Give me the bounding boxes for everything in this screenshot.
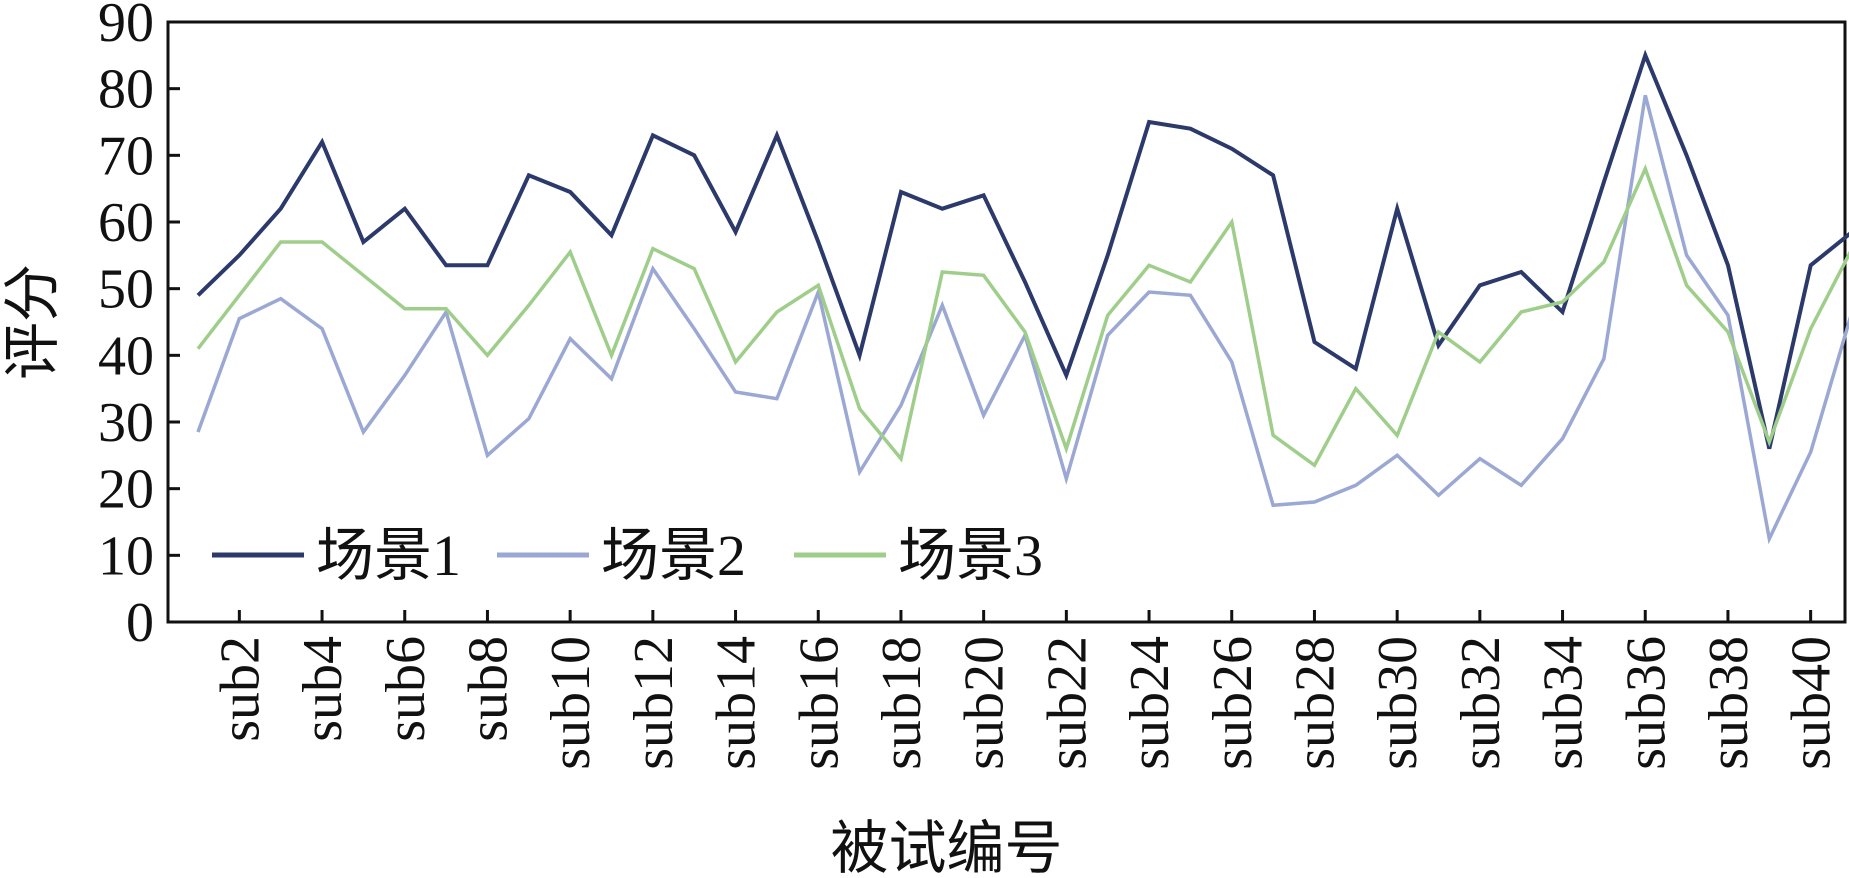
x-tick-label: sub2	[209, 636, 271, 742]
x-tick-label: sub10	[540, 636, 602, 770]
series-line-2	[196, 94, 1849, 545]
x-tick-label: sub38	[1698, 636, 1760, 770]
x-tick-label: sub22	[1036, 636, 1098, 770]
y-tick-label: 80	[98, 59, 154, 121]
y-tick-label: 50	[98, 259, 154, 321]
x-tick-label: sub24	[1119, 636, 1181, 770]
y-tick-label: 10	[98, 525, 154, 587]
x-axis-title: 被试编号	[830, 816, 1062, 878]
y-tick-label: 20	[98, 459, 154, 521]
x-tick-label: sub28	[1284, 636, 1346, 770]
x-tick-label: sub6	[375, 636, 437, 742]
x-tick-label: sub18	[871, 636, 933, 770]
legend-label-3: 场景3	[898, 523, 1043, 588]
x-tick-label: sub12	[623, 636, 685, 770]
series-line-1	[196, 49, 1849, 450]
y-tick-label: 70	[98, 125, 154, 187]
y-tick-label: 0	[126, 592, 154, 654]
series-line-3	[196, 163, 1849, 468]
x-tick-label: sub34	[1533, 636, 1595, 770]
x-tick-label: sub32	[1450, 636, 1512, 770]
plot-frame	[166, 20, 1847, 624]
y-tick-label: 40	[98, 325, 154, 387]
y-tick-label: 90	[98, 0, 154, 54]
legend-label-2: 场景2	[601, 523, 746, 588]
legend-label-1: 场景1	[316, 523, 461, 588]
x-tick-label: sub16	[788, 636, 850, 770]
x-tick-label: sub40	[1781, 636, 1843, 770]
x-tick-label: sub26	[1202, 636, 1264, 770]
y-tick-label: 60	[98, 192, 154, 254]
x-tick-label: sub8	[457, 636, 519, 742]
x-tick-label: sub36	[1615, 636, 1677, 770]
x-tick-label: sub4	[292, 636, 354, 742]
x-tick-label: sub30	[1367, 636, 1429, 770]
y-axis-title: 评分	[0, 264, 65, 380]
x-tick-label: sub14	[706, 636, 768, 770]
y-tick-label: 30	[98, 392, 154, 454]
x-tick-label: sub20	[954, 636, 1016, 770]
